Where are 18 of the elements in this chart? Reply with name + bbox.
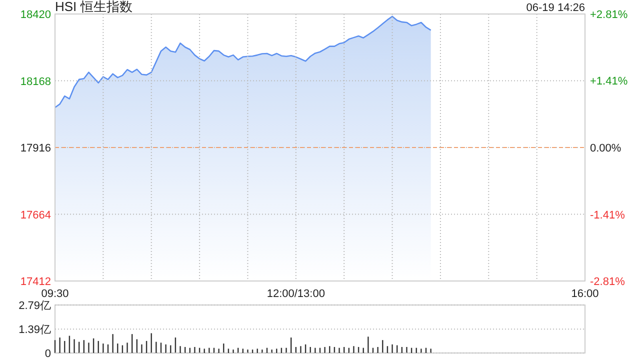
y2-tick-label: -1.41% bbox=[590, 209, 626, 222]
y-tick-label: 1.39亿 bbox=[18, 324, 51, 336]
x-tick-label: 16:00 bbox=[571, 288, 599, 300]
y-tick-label: 18168 bbox=[20, 76, 51, 88]
y-tick-label: 17664 bbox=[20, 209, 51, 222]
y-tick-label: 18420 bbox=[20, 9, 51, 21]
y2-tick-label: 0.00% bbox=[590, 142, 622, 154]
y-tick-label: 0 bbox=[44, 348, 51, 360]
annotation: 06-19 14:26 bbox=[526, 2, 585, 14]
chart-title: HSI 恒生指数 bbox=[55, 0, 132, 14]
y-tick-label: 17412 bbox=[20, 276, 51, 288]
y2-tick-label: +2.81% bbox=[590, 9, 628, 21]
y-tick-label: 2.79亿 bbox=[18, 300, 51, 312]
x-tick-label: 12:00/13:00 bbox=[266, 288, 325, 300]
x-tick-label: 09:30 bbox=[41, 288, 69, 300]
y-tick-label: 17916 bbox=[20, 142, 51, 154]
y2-tick-label: -2.81% bbox=[590, 276, 626, 288]
y2-tick-label: +1.41% bbox=[590, 76, 628, 88]
